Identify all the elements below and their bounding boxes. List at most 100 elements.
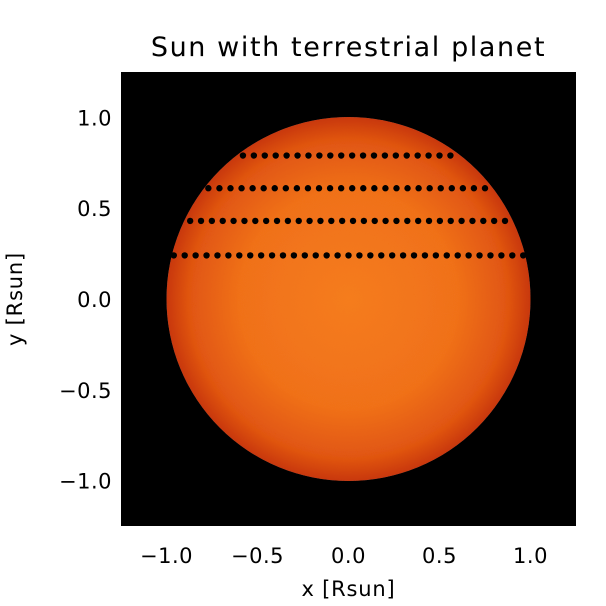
planet-point xyxy=(349,185,356,192)
planet-point xyxy=(349,217,357,225)
planet-point xyxy=(337,185,345,192)
planet-point xyxy=(393,217,400,225)
x-tick-label: 1.0 xyxy=(513,544,548,568)
planet-point xyxy=(447,217,454,225)
planet-point xyxy=(459,185,467,192)
planet-point xyxy=(490,217,498,225)
planet-point xyxy=(415,185,422,192)
planet-point xyxy=(399,252,407,259)
planet-point xyxy=(348,152,356,159)
planet-point xyxy=(388,252,396,259)
planet-point xyxy=(338,152,345,159)
planet-point xyxy=(293,185,301,192)
planet-point xyxy=(327,152,334,159)
planet-point xyxy=(227,185,234,192)
planet-point xyxy=(334,252,341,259)
planet-point xyxy=(421,252,429,259)
planet-point xyxy=(359,152,367,159)
x-tick-label: −0.5 xyxy=(231,544,284,568)
planet-point xyxy=(214,252,221,259)
planet-point xyxy=(301,252,309,259)
planet-point xyxy=(425,152,432,159)
planet-point xyxy=(470,185,478,192)
planet-point xyxy=(323,252,330,259)
planet-point xyxy=(316,152,323,159)
planet-point xyxy=(447,152,454,159)
planet-point xyxy=(247,252,254,259)
planet-point xyxy=(294,152,301,159)
planet-point xyxy=(238,185,245,192)
planet-point xyxy=(261,152,268,159)
planet-point xyxy=(225,252,232,259)
planet-point xyxy=(378,252,385,259)
planet-point xyxy=(360,217,368,225)
planet-point xyxy=(382,185,389,192)
planet-point xyxy=(436,152,443,159)
planet-point xyxy=(393,185,400,192)
planet-point xyxy=(279,252,287,259)
planet-point xyxy=(290,252,298,259)
x-tick-label: 0.5 xyxy=(422,544,457,568)
planet-point xyxy=(203,252,210,259)
planet-point xyxy=(370,152,378,159)
planet-point xyxy=(186,217,194,225)
planet-point xyxy=(367,252,374,259)
planet-point xyxy=(315,185,323,192)
planet-point xyxy=(392,152,400,159)
planet-point xyxy=(282,185,290,192)
chart-title: Sun with terrestrial planet xyxy=(151,32,546,63)
planet-point xyxy=(414,152,421,159)
planet-point xyxy=(239,152,247,159)
planet-point xyxy=(257,252,265,259)
planet-point xyxy=(432,252,440,259)
planet-point xyxy=(487,252,494,259)
x-axis-label: x [Rsun] xyxy=(301,577,395,601)
x-axis-ticks: −1.0 −0.5 0.0 0.5 1.0 xyxy=(140,544,548,568)
planet-point xyxy=(271,185,278,192)
planet-point xyxy=(371,185,378,192)
planet-point xyxy=(208,217,216,225)
planet-point xyxy=(304,185,312,192)
planet-point xyxy=(381,152,389,159)
y-tick-label: −1.0 xyxy=(59,470,112,494)
planet-point xyxy=(382,217,389,225)
planet-point xyxy=(284,217,292,225)
planet-point xyxy=(404,217,411,225)
planet-point xyxy=(520,252,527,259)
planet-point xyxy=(205,185,212,192)
planet-point xyxy=(469,217,476,225)
planet-point xyxy=(268,252,276,259)
planet-point xyxy=(181,252,188,259)
y-axis-label: y [Rsun] xyxy=(3,252,27,346)
planet-point xyxy=(272,152,279,159)
y-tick-label: 0.5 xyxy=(77,197,112,221)
planet-point xyxy=(448,185,455,192)
planet-point xyxy=(425,217,433,225)
y-tick-label: 0.0 xyxy=(77,288,112,312)
planet-point xyxy=(458,217,465,225)
planet-point xyxy=(328,217,335,225)
planet-point xyxy=(262,217,270,225)
planet-point xyxy=(465,252,472,259)
planet-point xyxy=(338,217,346,225)
planet-point xyxy=(252,217,259,225)
planet-point xyxy=(283,152,290,159)
planet-point xyxy=(273,217,281,225)
planet-point xyxy=(371,217,378,225)
y-axis-ticks: −1.0 −0.5 0.0 0.5 1.0 xyxy=(59,106,112,493)
planet-point xyxy=(476,252,483,259)
x-tick-label: 0.0 xyxy=(331,544,366,568)
planet-point xyxy=(305,152,312,159)
planet-point xyxy=(317,217,324,225)
sun-disk xyxy=(166,117,531,481)
planet-point xyxy=(436,217,444,225)
planet-point xyxy=(241,217,248,225)
planet-point xyxy=(345,252,352,259)
planet-point xyxy=(306,217,313,225)
planet-point xyxy=(249,185,256,192)
planet-point xyxy=(295,217,302,225)
planet-point xyxy=(230,217,237,225)
planet-point xyxy=(443,252,450,259)
planet-point xyxy=(216,185,223,192)
